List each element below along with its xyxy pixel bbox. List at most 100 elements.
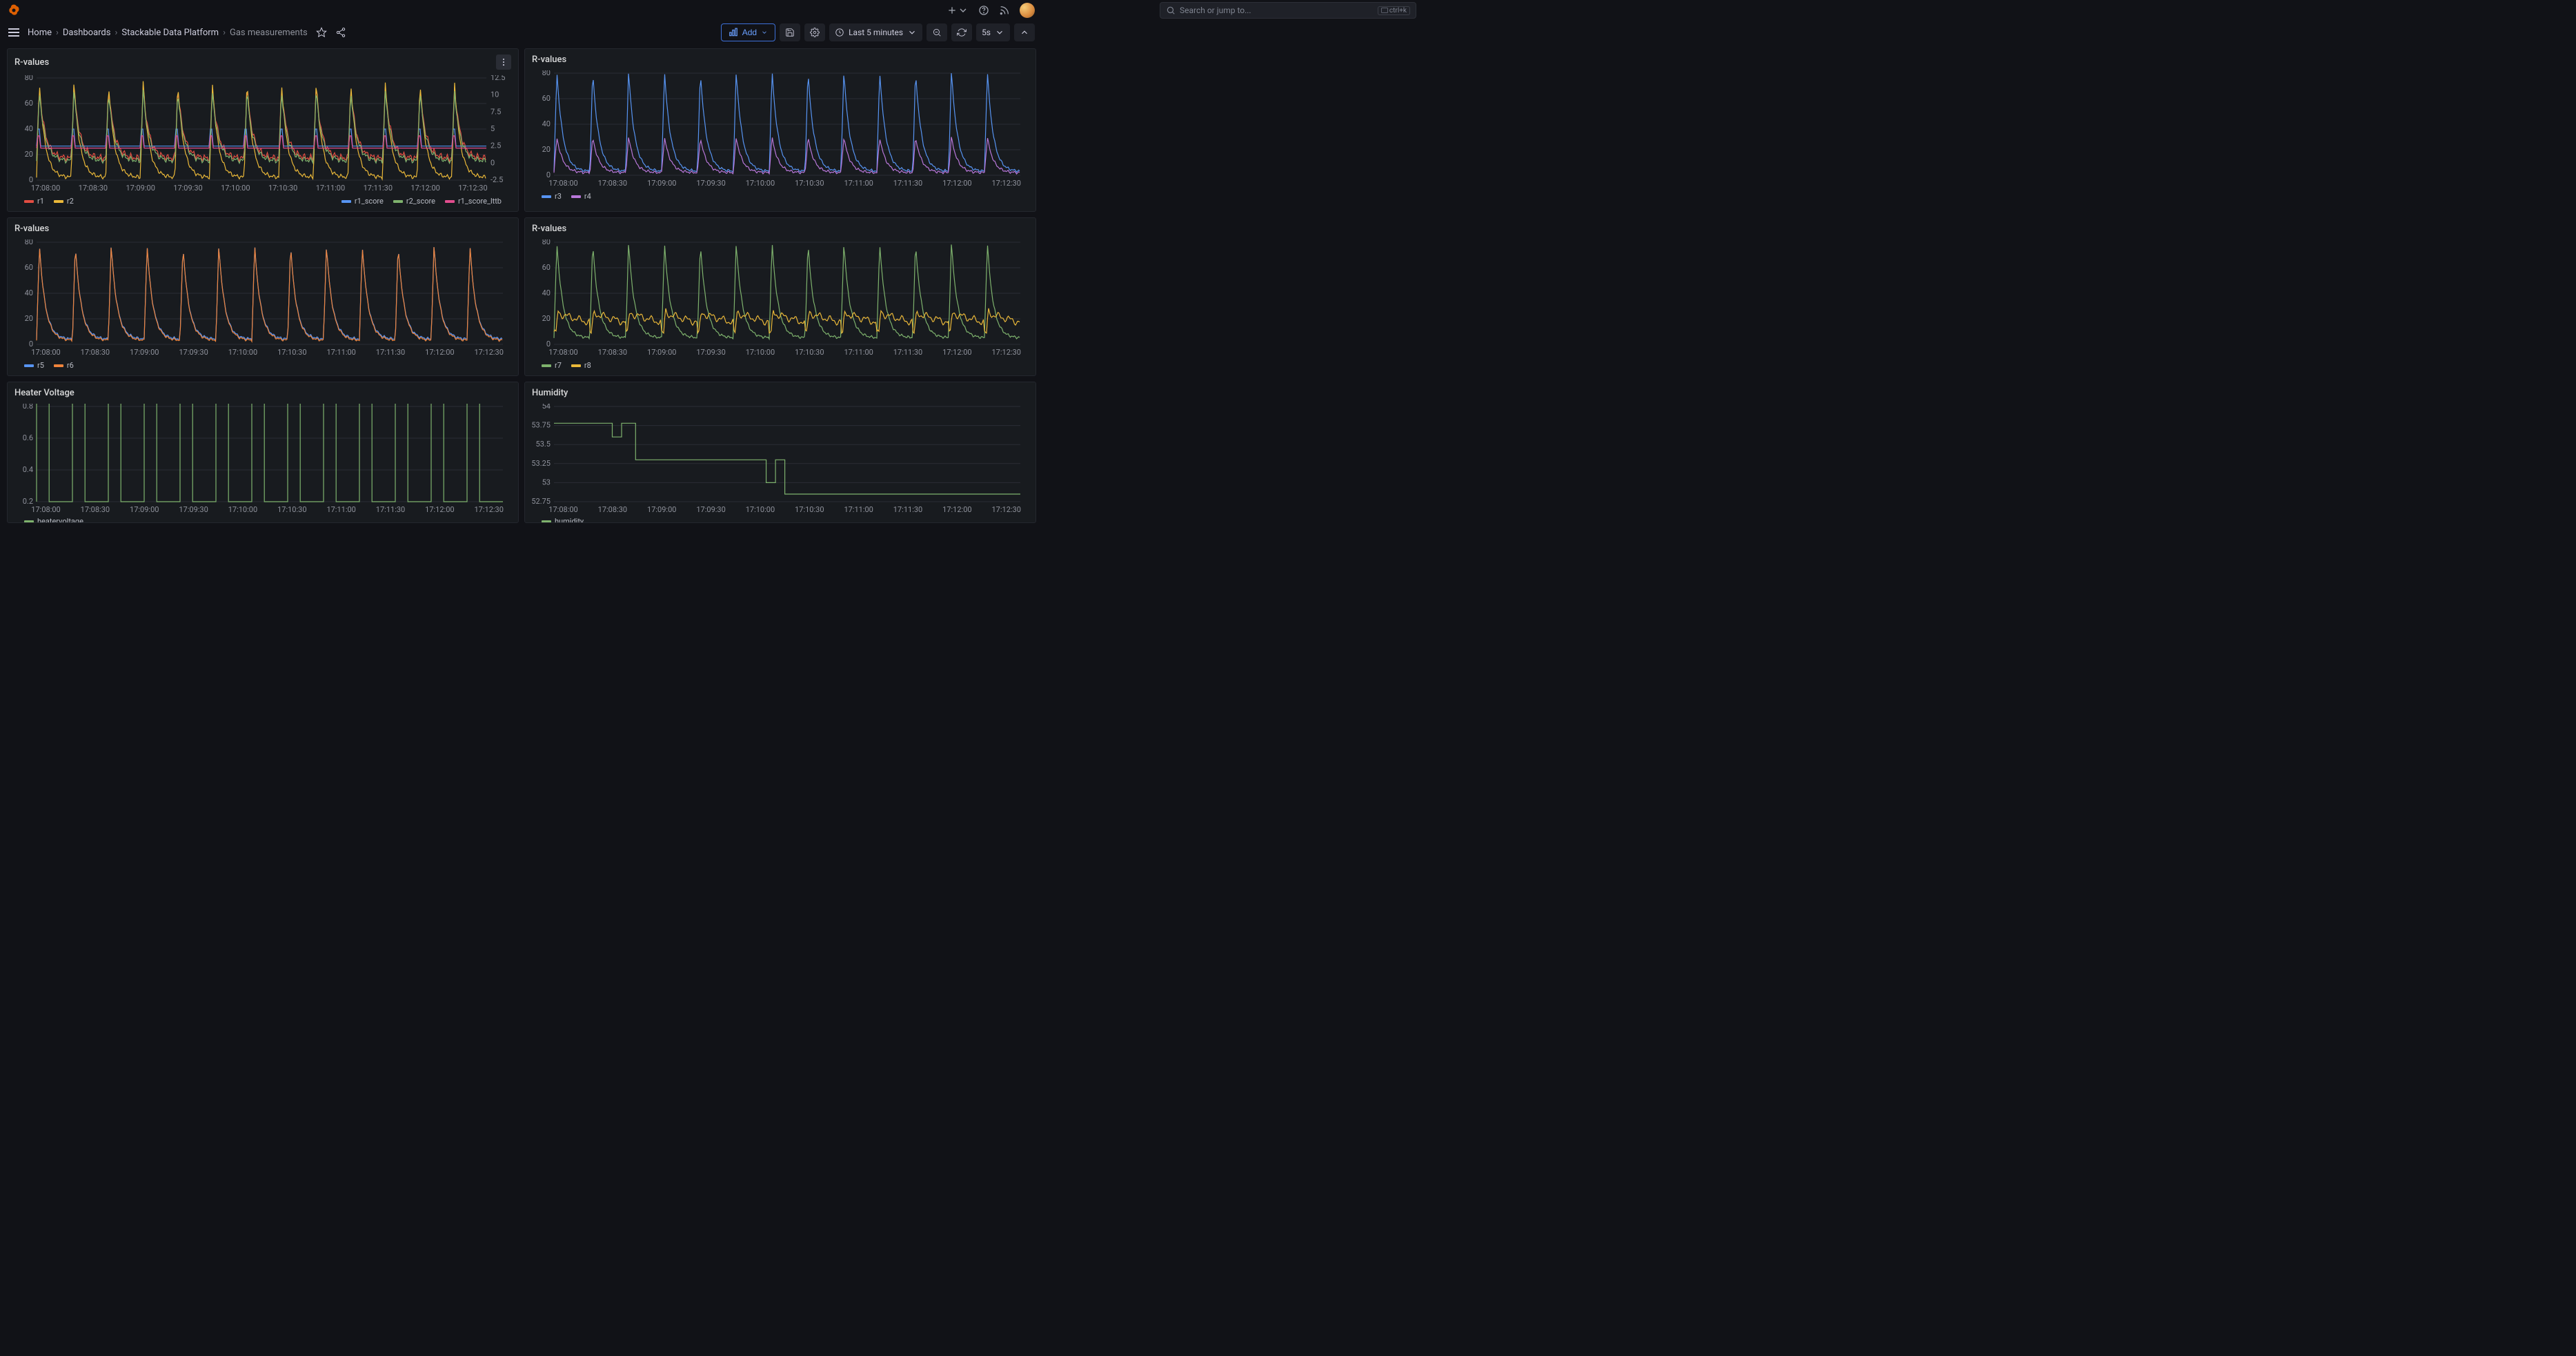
chart[interactable]: 020406080-2.502.557.51012.517:08:0017:08… [14,75,511,193]
legend-item[interactable]: r2_score [393,197,435,206]
legend-item[interactable]: r6 [54,361,74,370]
svg-text:53.75: 53.75 [532,421,551,430]
panel-p1: R-values 020406080-2.502.557.51012.517:0… [7,48,519,212]
legend: r3 r4 [525,189,1036,206]
svg-text:17:10:00: 17:10:00 [746,505,775,514]
legend-item[interactable]: r3 [542,192,562,201]
refresh-interval-button[interactable]: 5s [976,23,1010,41]
svg-text:17:08:00: 17:08:00 [31,348,60,357]
svg-text:17:08:30: 17:08:30 [598,505,627,514]
breadcrumb-current: Gas measurements [230,28,308,38]
help-icon[interactable] [978,5,989,16]
search-shortcut: ctrl+k [1378,6,1410,15]
svg-text:-2.5: -2.5 [491,175,503,184]
svg-text:17:09:00: 17:09:00 [647,505,676,514]
svg-text:12.5: 12.5 [491,75,505,82]
chart[interactable]: 02040608017:08:0017:08:3017:09:0017:09:3… [532,70,1029,188]
legend-item[interactable]: r4 [571,192,591,201]
news-icon[interactable] [999,5,1010,16]
svg-text:60: 60 [542,94,551,103]
svg-text:17:09:30: 17:09:30 [696,348,725,357]
svg-text:17:11:30: 17:11:30 [364,184,393,193]
legend-item[interactable]: r1_score_lttb [445,197,502,206]
chart[interactable]: 0.20.40.60.817:08:0017:08:3017:09:0017:0… [14,404,511,514]
topbar: Search or jump to... ctrl+k [0,0,1043,21]
svg-text:17:11:30: 17:11:30 [893,505,922,514]
svg-text:17:09:00: 17:09:00 [130,505,159,514]
legend-item[interactable]: r5 [24,361,44,370]
svg-text:17:12:30: 17:12:30 [458,184,487,193]
svg-text:40: 40 [542,288,551,297]
svg-text:17:11:00: 17:11:00 [326,505,355,514]
chart[interactable]: 02040608017:08:0017:08:3017:09:0017:09:3… [14,239,511,357]
svg-text:53.25: 53.25 [532,459,551,468]
chart[interactable]: 52.755353.2553.553.755417:08:0017:08:301… [532,404,1029,514]
svg-text:17:11:30: 17:11:30 [376,505,405,514]
svg-text:17:10:30: 17:10:30 [277,505,306,514]
breadcrumb: Home › Dashboards › Stackable Data Platf… [28,28,308,38]
search-input[interactable]: Search or jump to... ctrl+k [1160,2,1416,19]
panel-p4: R-values 02040608017:08:0017:08:3017:09:… [524,217,1036,376]
svg-text:17:12:00: 17:12:00 [942,505,971,514]
svg-text:17:09:30: 17:09:30 [696,179,725,188]
svg-text:0: 0 [491,158,495,167]
legend-item[interactable]: humidity [542,517,584,522]
legend-item[interactable]: heatervoltage [24,517,83,522]
refresh-button[interactable] [951,23,972,41]
chart[interactable]: 02040608017:08:0017:08:3017:09:0017:09:3… [532,239,1029,357]
svg-text:17:12:00: 17:12:00 [942,179,971,188]
legend-item[interactable]: r8 [571,361,591,370]
svg-text:17:09:00: 17:09:00 [126,184,155,193]
svg-text:17:08:00: 17:08:00 [548,505,577,514]
svg-text:80: 80 [542,239,551,246]
legend-item[interactable]: r1_score [341,197,384,206]
legend-item[interactable]: r1 [24,197,44,206]
svg-text:52.75: 52.75 [532,497,551,506]
svg-text:17:08:30: 17:08:30 [79,184,108,193]
panel-title: R-values [14,57,49,68]
share-icon[interactable] [335,27,346,38]
toolbar: Home › Dashboards › Stackable Data Platf… [0,21,1043,44]
time-range-button[interactable]: Last 5 minutes [829,23,922,41]
svg-text:20: 20 [542,314,551,323]
svg-text:17:12:00: 17:12:00 [942,348,971,357]
add-menu-icon[interactable] [947,5,969,16]
svg-text:17:11:30: 17:11:30 [893,179,922,188]
breadcrumb-dashboards[interactable]: Dashboards [63,28,111,38]
svg-text:17:10:00: 17:10:00 [221,184,250,193]
legend-item[interactable]: r2 [54,197,74,206]
svg-text:17:10:30: 17:10:30 [795,505,824,514]
svg-text:20: 20 [25,150,33,159]
svg-text:20: 20 [542,145,551,154]
svg-text:17:10:30: 17:10:30 [268,184,297,193]
svg-text:17:09:00: 17:09:00 [130,348,159,357]
svg-text:17:10:00: 17:10:00 [746,348,775,357]
svg-text:2.5: 2.5 [491,141,501,150]
zoom-out-button[interactable] [927,23,947,41]
add-button[interactable]: Add [721,23,775,41]
svg-text:17:11:00: 17:11:00 [326,348,355,357]
svg-text:40: 40 [25,288,33,297]
legend: r5 r6 [8,358,518,375]
svg-text:17:08:30: 17:08:30 [81,348,110,357]
grafana-logo[interactable] [6,2,22,19]
svg-text:0.4: 0.4 [23,465,33,474]
svg-text:17:10:00: 17:10:00 [228,348,257,357]
avatar[interactable] [1020,3,1035,18]
collapse-button[interactable] [1014,23,1035,41]
breadcrumb-home[interactable]: Home [28,28,52,38]
svg-text:20: 20 [25,314,33,323]
breadcrumb-folder[interactable]: Stackable Data Platform [121,28,219,38]
settings-button[interactable] [804,23,825,41]
panel-p5: Heater Voltage 0.20.40.60.817:08:0017:08… [7,382,519,523]
svg-text:17:09:30: 17:09:30 [173,184,202,193]
svg-text:17:10:30: 17:10:30 [795,179,824,188]
menu-toggle[interactable] [8,28,19,37]
panel-menu-icon[interactable] [496,55,511,70]
save-button[interactable] [780,23,800,41]
svg-text:17:09:30: 17:09:30 [696,505,725,514]
legend-item[interactable]: r7 [542,361,562,370]
star-icon[interactable] [316,27,327,38]
panel-title: Humidity [532,388,568,398]
svg-text:53: 53 [542,478,551,487]
